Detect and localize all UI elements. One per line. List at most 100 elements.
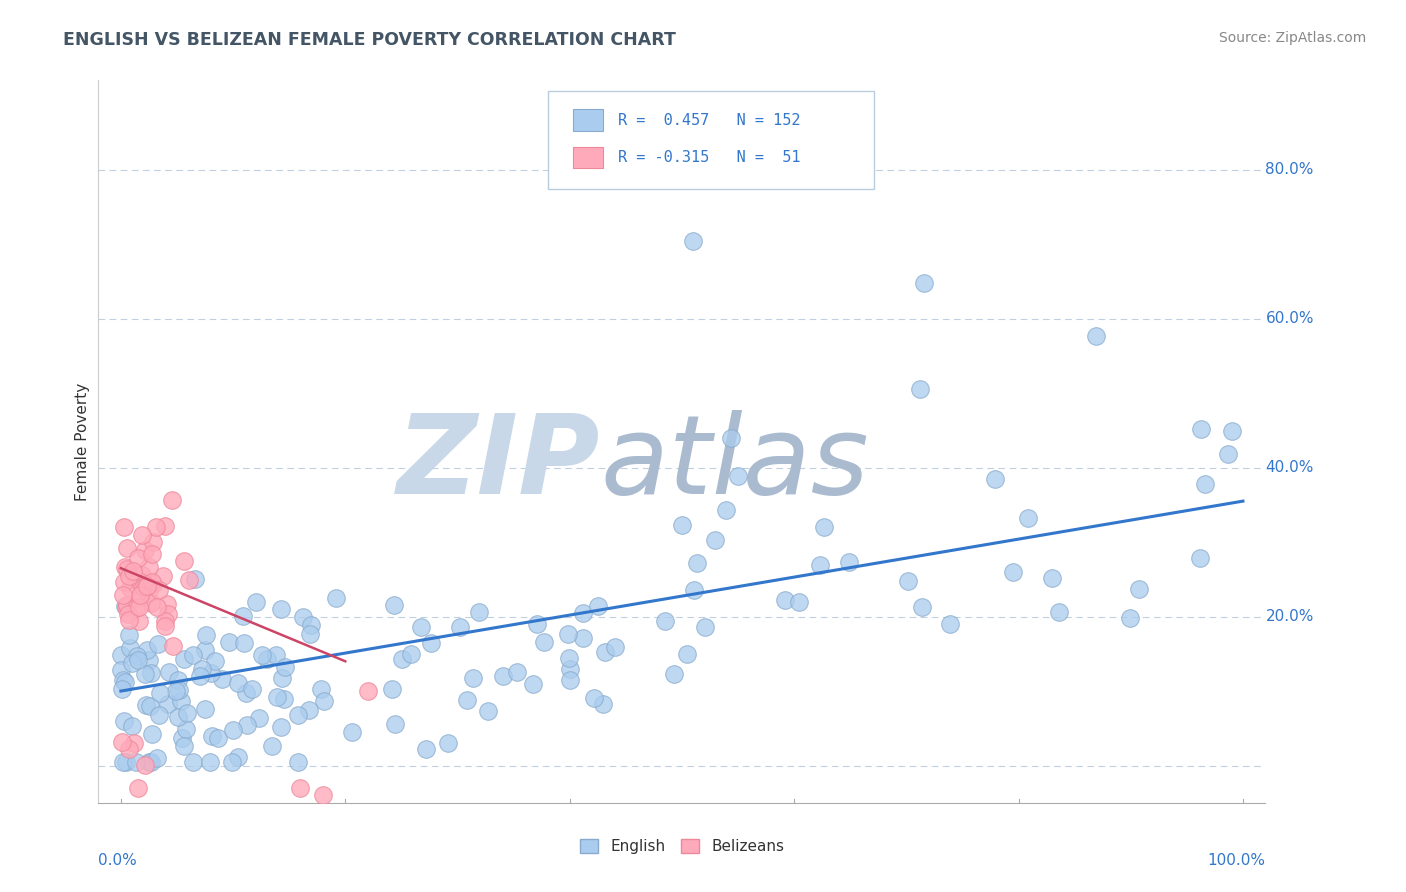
- Point: [111, 682, 134, 697]
- Point: [173, 652, 195, 666]
- Point: [583, 690, 606, 705]
- Point: [381, 682, 404, 697]
- Point: [177, 574, 200, 588]
- Point: [682, 235, 704, 249]
- Point: [110, 663, 132, 677]
- Point: [505, 665, 527, 680]
- Point: [526, 616, 548, 631]
- Point: [468, 605, 491, 619]
- Point: [135, 698, 157, 712]
- Point: [838, 555, 860, 569]
- Point: [118, 613, 141, 627]
- Point: [720, 431, 742, 445]
- Point: [683, 582, 706, 597]
- Text: ENGLISH VS BELIZEAN FEMALE POVERTY CORRELATION CHART: ENGLISH VS BELIZEAN FEMALE POVERTY CORRE…: [63, 31, 676, 49]
- Point: [191, 662, 214, 676]
- Point: [167, 673, 190, 688]
- Text: 80.0%: 80.0%: [1265, 162, 1313, 178]
- Point: [1189, 551, 1212, 566]
- Point: [595, 644, 617, 658]
- Point: [117, 607, 139, 622]
- Point: [194, 642, 217, 657]
- Point: [127, 653, 149, 667]
- Point: [139, 755, 162, 769]
- Point: [492, 669, 515, 683]
- Point: [1128, 582, 1150, 596]
- Point: [1040, 571, 1063, 585]
- Point: [813, 519, 835, 533]
- Point: [183, 648, 205, 662]
- Point: [193, 702, 215, 716]
- Point: [112, 755, 135, 769]
- Point: [558, 662, 581, 676]
- Point: [173, 554, 195, 568]
- Point: [287, 755, 309, 769]
- Point: [312, 694, 335, 708]
- Point: [211, 673, 233, 687]
- Point: [233, 636, 256, 650]
- Point: [522, 676, 544, 690]
- FancyBboxPatch shape: [548, 91, 875, 189]
- Point: [138, 560, 160, 574]
- Point: [142, 535, 165, 549]
- Point: [165, 684, 187, 698]
- Point: [134, 543, 156, 558]
- Point: [148, 708, 170, 723]
- Y-axis label: Female Poverty: Female Poverty: [75, 383, 90, 500]
- Point: [127, 550, 149, 565]
- Point: [156, 697, 179, 711]
- Point: [1002, 565, 1025, 579]
- Point: [266, 648, 288, 663]
- Point: [142, 577, 165, 591]
- Point: [118, 569, 141, 583]
- Point: [170, 731, 193, 746]
- Point: [156, 607, 179, 622]
- Point: [910, 600, 932, 615]
- Text: R = -0.315   N =  51: R = -0.315 N = 51: [617, 150, 800, 165]
- Point: [110, 648, 132, 663]
- Point: [1084, 328, 1107, 343]
- Point: [167, 683, 190, 698]
- Point: [128, 591, 150, 605]
- Point: [235, 686, 257, 700]
- Point: [654, 614, 676, 628]
- Point: [120, 640, 142, 655]
- Point: [111, 735, 134, 749]
- Point: [409, 620, 432, 634]
- Point: [156, 598, 179, 612]
- Text: 20.0%: 20.0%: [1265, 609, 1313, 624]
- Point: [221, 755, 243, 769]
- Point: [129, 577, 152, 591]
- Point: [195, 628, 218, 642]
- Point: [201, 729, 224, 743]
- Point: [232, 608, 254, 623]
- Point: [114, 675, 136, 690]
- Point: [1047, 605, 1070, 619]
- Point: [141, 547, 163, 561]
- Point: [298, 627, 321, 641]
- Point: [787, 595, 810, 609]
- Text: ZIP: ZIP: [396, 409, 600, 516]
- Point: [204, 654, 226, 668]
- Point: [139, 596, 162, 610]
- Point: [456, 692, 478, 706]
- Point: [146, 636, 169, 650]
- Point: [384, 598, 406, 612]
- Point: [136, 587, 159, 601]
- Point: [312, 789, 335, 803]
- Point: [1216, 447, 1239, 461]
- Point: [157, 665, 180, 679]
- Point: [114, 755, 136, 769]
- Point: [128, 614, 150, 628]
- Point: [773, 593, 796, 607]
- Point: [603, 640, 626, 654]
- Point: [176, 706, 198, 721]
- Point: [558, 673, 581, 687]
- Point: [125, 648, 148, 663]
- Point: [188, 669, 211, 683]
- Text: 0.0%: 0.0%: [98, 854, 138, 869]
- Point: [533, 635, 555, 649]
- Text: 40.0%: 40.0%: [1265, 460, 1313, 475]
- Point: [240, 682, 263, 697]
- Point: [671, 518, 693, 533]
